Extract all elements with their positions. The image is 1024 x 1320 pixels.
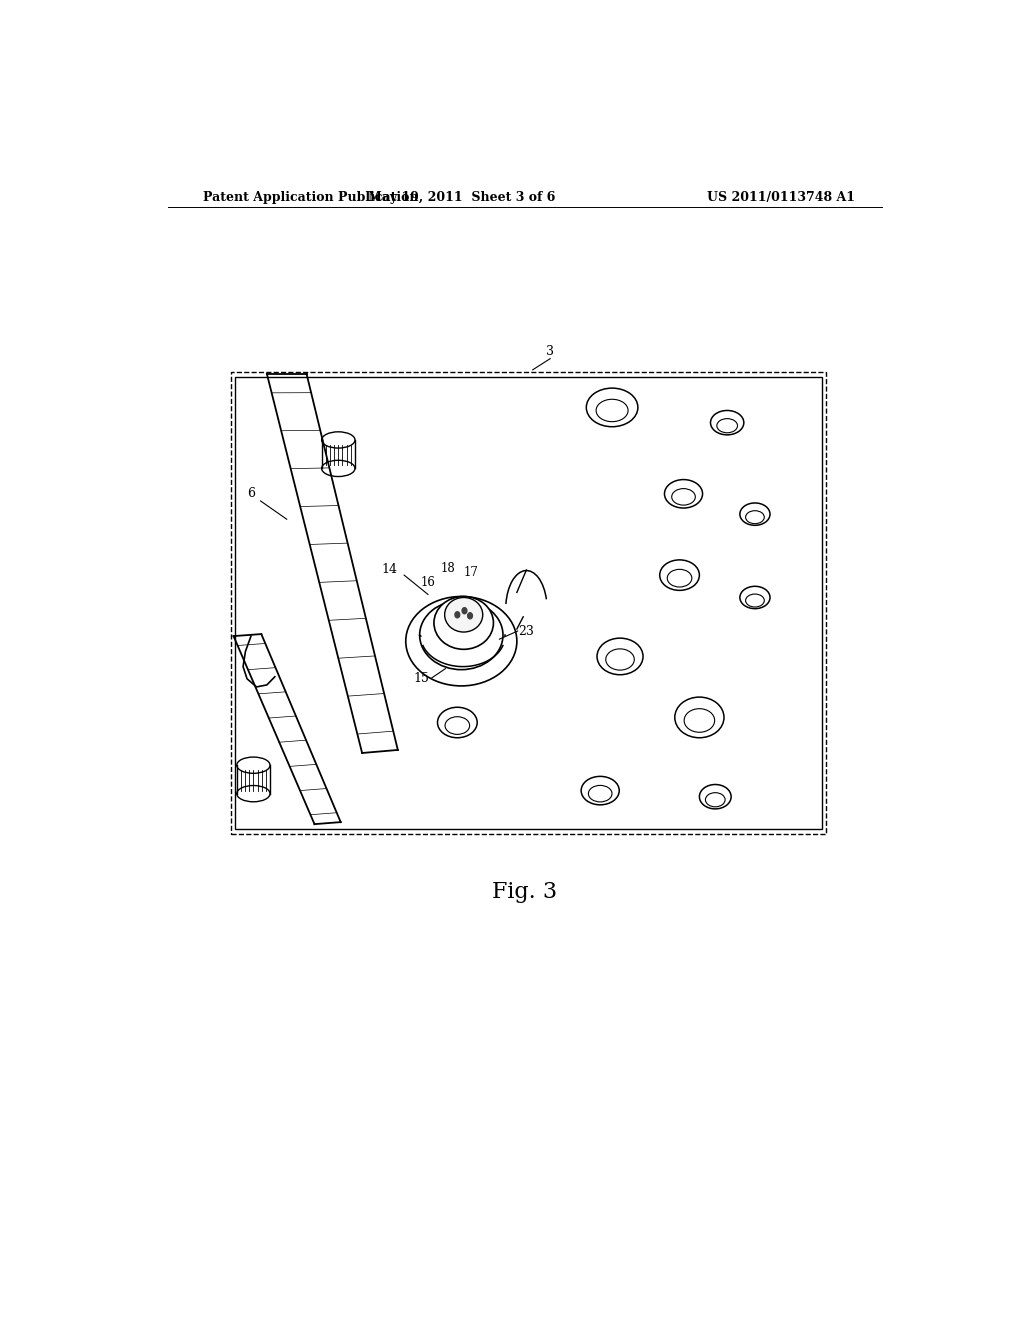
Ellipse shape (668, 569, 692, 587)
Text: 17: 17 (464, 565, 478, 578)
Ellipse shape (437, 708, 477, 738)
Ellipse shape (711, 411, 743, 434)
Ellipse shape (740, 503, 770, 525)
Bar (236, 378, 822, 829)
Text: 6: 6 (247, 487, 255, 500)
Ellipse shape (406, 597, 517, 686)
Ellipse shape (706, 793, 725, 807)
Ellipse shape (322, 432, 355, 447)
Ellipse shape (665, 479, 702, 508)
Ellipse shape (587, 388, 638, 426)
Ellipse shape (237, 758, 270, 774)
Ellipse shape (684, 709, 715, 733)
Text: 15: 15 (414, 672, 430, 685)
Ellipse shape (434, 597, 494, 649)
Text: May 19, 2011  Sheet 3 of 6: May 19, 2011 Sheet 3 of 6 (368, 190, 555, 203)
Text: US 2011/0113748 A1: US 2011/0113748 A1 (708, 190, 855, 203)
Ellipse shape (237, 785, 270, 801)
Ellipse shape (596, 399, 628, 421)
Ellipse shape (445, 717, 470, 734)
Text: 3: 3 (546, 345, 554, 358)
Ellipse shape (420, 601, 503, 669)
Text: 18: 18 (440, 561, 456, 574)
Ellipse shape (589, 785, 612, 803)
Ellipse shape (717, 418, 737, 433)
Text: 14: 14 (382, 562, 398, 576)
Ellipse shape (322, 461, 355, 477)
Ellipse shape (597, 638, 643, 675)
Ellipse shape (672, 488, 695, 506)
Ellipse shape (740, 586, 770, 609)
Ellipse shape (699, 784, 731, 809)
Bar (231, 372, 826, 834)
Ellipse shape (675, 697, 724, 738)
Circle shape (468, 612, 472, 619)
Text: Patent Application Publication: Patent Application Publication (204, 190, 419, 203)
Text: Fig. 3: Fig. 3 (493, 882, 557, 903)
Ellipse shape (582, 776, 620, 805)
Text: 23: 23 (518, 624, 535, 638)
Ellipse shape (606, 649, 634, 671)
Ellipse shape (659, 560, 699, 590)
Circle shape (462, 607, 467, 614)
Circle shape (455, 611, 460, 618)
Text: 16: 16 (421, 576, 435, 589)
Ellipse shape (745, 511, 764, 524)
Ellipse shape (745, 594, 764, 607)
Ellipse shape (444, 598, 482, 632)
